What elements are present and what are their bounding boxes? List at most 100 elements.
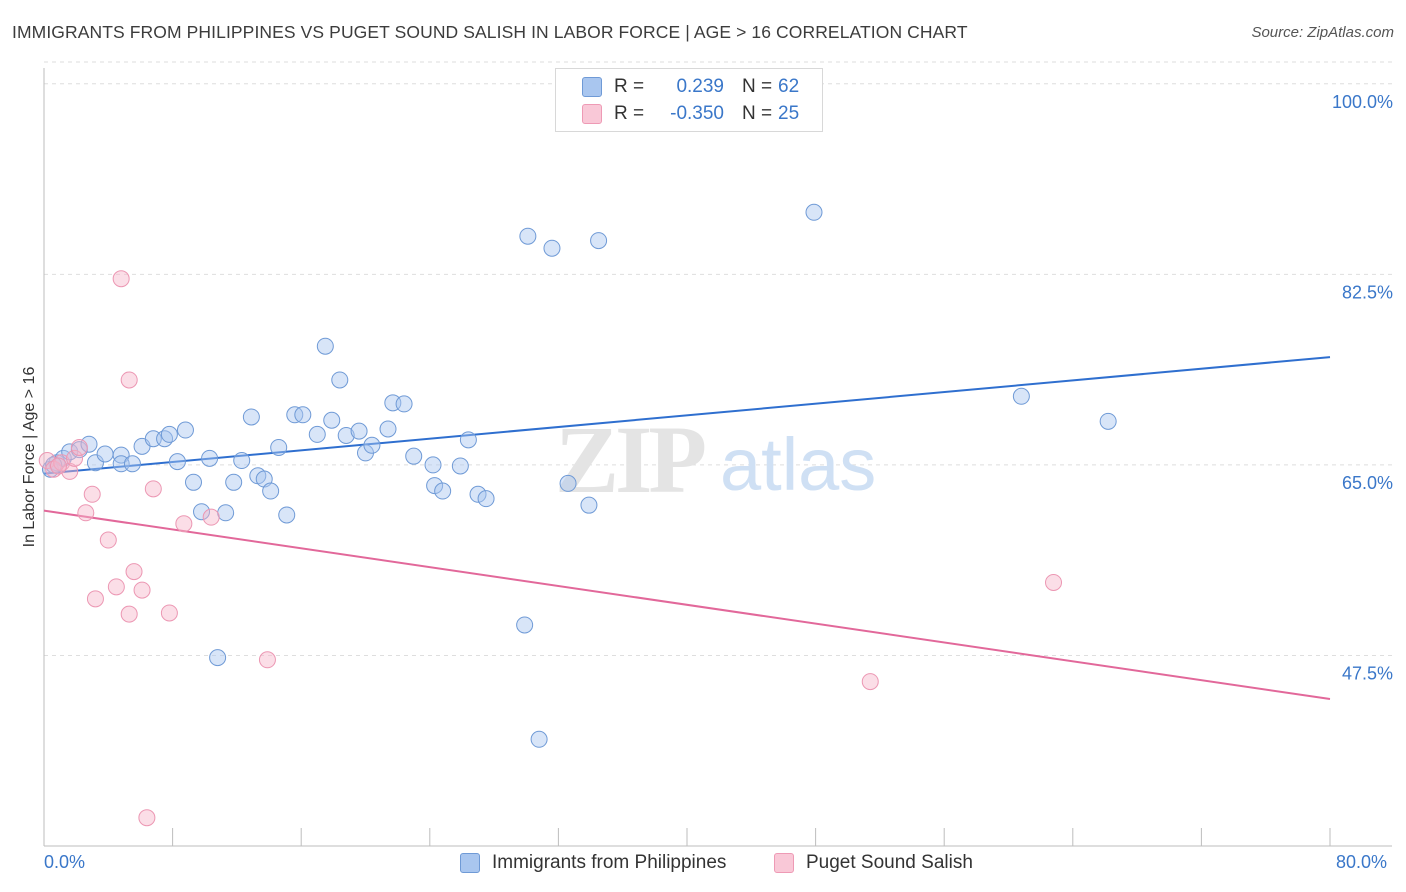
watermark-atlas: atlas (720, 423, 876, 506)
point-philippines (242, 408, 260, 426)
x-min-label: 0.0% (44, 852, 86, 872)
point-philippines (270, 438, 288, 456)
data-points (38, 203, 1117, 827)
point-salish (125, 563, 143, 581)
point-philippines (543, 239, 561, 257)
point-philippines (1099, 412, 1117, 430)
point-philippines (1012, 387, 1030, 405)
point-philippines (233, 452, 251, 470)
legend-r-label: R = (614, 76, 645, 97)
point-salish (1045, 573, 1063, 591)
legend-n-value: 25 (778, 103, 800, 124)
legend-swatch-blue (460, 853, 480, 873)
point-philippines (477, 490, 495, 508)
point-philippines (96, 445, 114, 463)
point-philippines (86, 454, 104, 472)
legend-n-label: N = (742, 103, 773, 124)
point-salish (99, 531, 117, 549)
point-philippines (112, 446, 130, 464)
point-philippines (193, 503, 211, 521)
series-legend: Immigrants from Philippines Puget Sound … (0, 852, 1406, 876)
trend-line-salish (43, 509, 1331, 700)
chart-title: IMMIGRANTS FROM PHILIPPINES VS PUGET SOU… (12, 22, 968, 42)
point-philippines (379, 420, 397, 438)
point-philippines (459, 431, 477, 449)
point-salish (61, 462, 79, 480)
point-philippines (123, 455, 141, 473)
point-philippines (559, 474, 577, 492)
y-tick-labels: 47.5% 65.0% 82.5% 100.0% (1332, 92, 1393, 684)
point-philippines (184, 473, 202, 491)
legend-row-salish: R = -0.350 N = 25 (582, 102, 799, 126)
y-axis-label: In Labor Force | Age > 16 (21, 366, 38, 548)
legend-swatch-pink (582, 104, 602, 124)
point-salish (175, 515, 193, 533)
source-label: Source: ZipAtlas.com (1251, 24, 1394, 41)
point-salish (120, 371, 138, 389)
point-philippines (160, 425, 178, 443)
grid-lines (44, 61, 1392, 656)
point-philippines (316, 337, 334, 355)
point-philippines (363, 436, 381, 454)
legend-label-philippines: Immigrants from Philippines (492, 852, 727, 873)
trend-lines (43, 356, 1331, 700)
legend-n-value: 62 (778, 76, 800, 97)
point-philippines (331, 371, 349, 389)
point-philippines (337, 426, 355, 444)
point-salish (144, 480, 162, 498)
point-philippines (451, 457, 469, 475)
point-philippines (168, 453, 186, 471)
legend-r-value: -0.350 (670, 103, 724, 124)
point-philippines (176, 421, 194, 439)
point-philippines (434, 482, 452, 500)
point-salish (120, 605, 138, 623)
point-philippines (580, 496, 598, 514)
point-philippines (350, 422, 368, 440)
point-salish (77, 504, 95, 522)
point-philippines (469, 485, 487, 503)
legend-swatch-pink (774, 853, 794, 873)
legend-swatch-blue (582, 77, 602, 97)
point-salish (138, 809, 156, 827)
point-salish (107, 578, 125, 596)
point-philippines (590, 232, 608, 250)
legend-row-philippines: R = 0.239 N = 62 (582, 75, 799, 99)
legend-n-label: N = (742, 76, 773, 97)
point-philippines (278, 506, 296, 524)
point-salish (49, 457, 67, 475)
point-salish (112, 270, 130, 288)
x-max-label: 80.0% (1336, 852, 1388, 872)
point-philippines (201, 449, 219, 467)
legend-item-salish[interactable]: Puget Sound Salish (774, 852, 973, 874)
point-philippines (805, 203, 823, 221)
point-salish (202, 508, 220, 526)
point-philippines (217, 504, 235, 522)
point-philippines (519, 227, 537, 245)
point-salish (133, 581, 151, 599)
legend-label-salish: Puget Sound Salish (806, 852, 973, 873)
point-philippines (424, 456, 442, 474)
point-salish (861, 673, 879, 691)
point-philippines (209, 649, 227, 667)
correlation-legend: R = 0.239 N = 62 R = -0.350 N = 25 (555, 68, 823, 132)
point-philippines (395, 395, 413, 413)
y-tick-label: 100.0% (1332, 92, 1393, 112)
point-salish (66, 449, 84, 467)
point-philippines (516, 616, 534, 634)
point-philippines (80, 435, 98, 453)
point-philippines (323, 411, 341, 429)
point-salish (38, 452, 56, 470)
y-tick-label: 82.5% (1342, 282, 1393, 302)
watermark-zip: ZIP (555, 406, 704, 513)
legend-item-philippines[interactable]: Immigrants from Philippines (460, 852, 726, 874)
point-philippines (405, 447, 423, 465)
point-philippines (225, 473, 243, 491)
point-philippines (294, 406, 312, 424)
point-salish (83, 485, 101, 503)
legend-r-value: 0.239 (676, 76, 724, 97)
point-salish (86, 590, 104, 608)
point-salish (70, 438, 88, 456)
y-tick-label: 65.0% (1342, 473, 1393, 493)
y-tick-label: 47.5% (1342, 663, 1393, 683)
